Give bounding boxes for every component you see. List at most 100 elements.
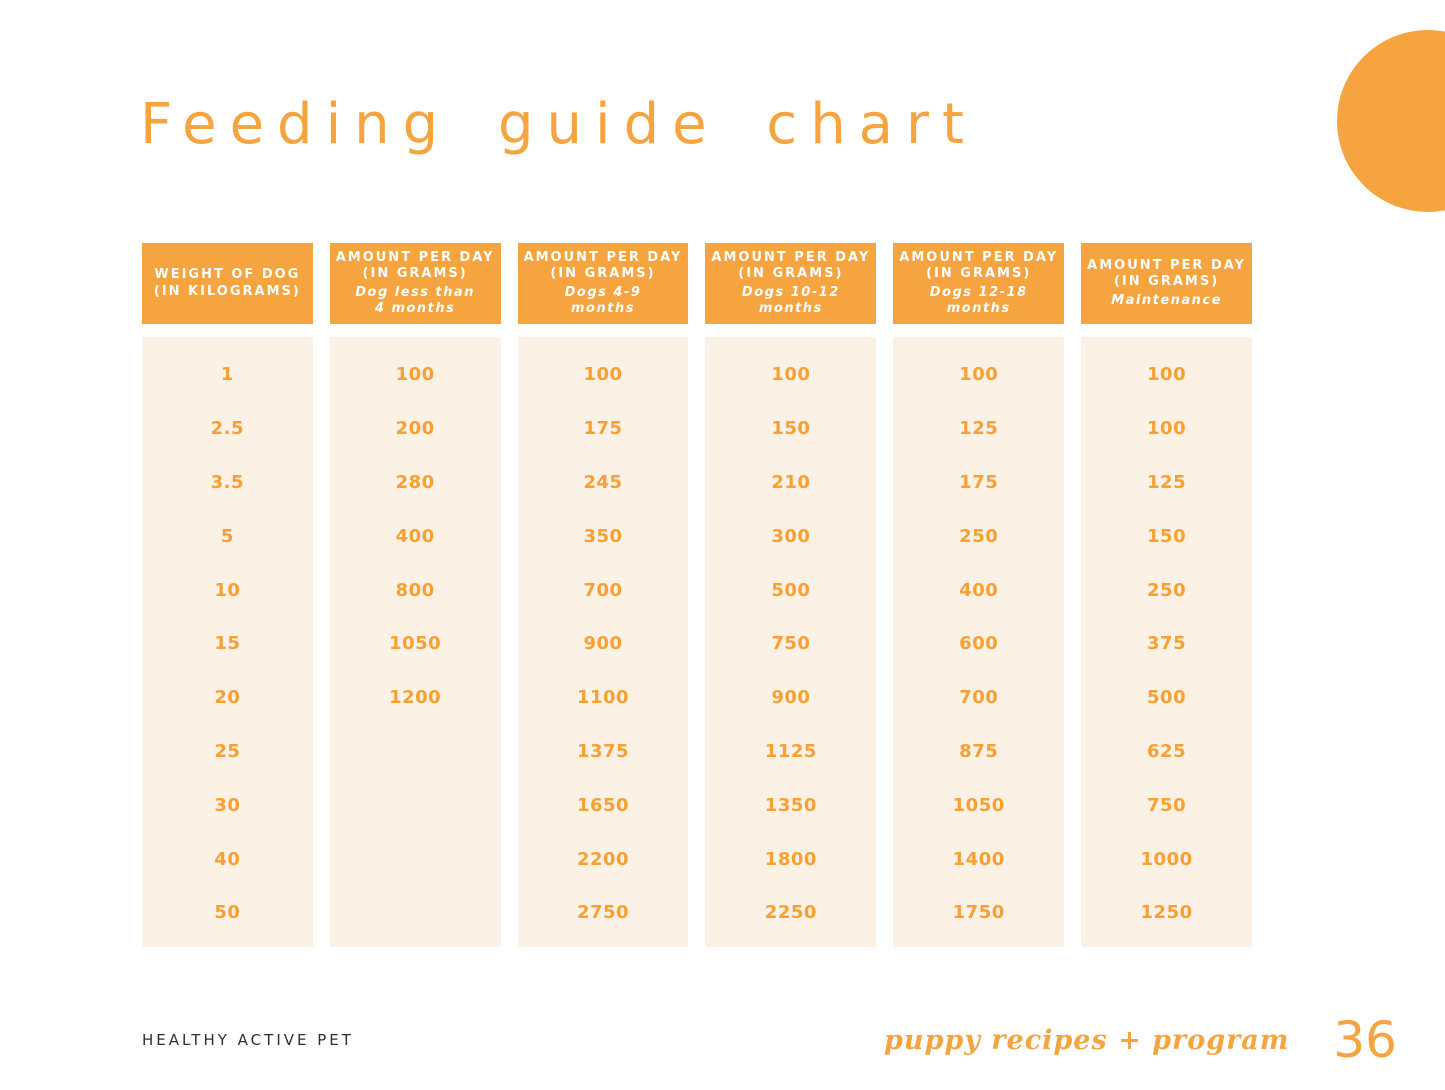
table-cell: 10 xyxy=(214,579,241,601)
table-cell: 600 xyxy=(959,633,999,655)
feeding-guide-table: WEIGHT OF DOG (IN KILOGRAMS) 1 2.5 3.5 5 10 15 2… xyxy=(142,243,1252,947)
table-cell: 350 xyxy=(583,525,623,547)
table-cell: 875 xyxy=(959,740,999,762)
column-header: AMOUNT PER DAY (IN GRAMS) Dog less than 4 … xyxy=(329,243,501,324)
table-column-3: AMOUNT PER DAY (IN GRAMS) Dogs 10-12 month… xyxy=(705,243,877,947)
table-cell: 900 xyxy=(583,633,623,655)
table-cell: 250 xyxy=(959,525,999,547)
column-body: 100 175 245 350 700 900 1100 1375 1650 2200 2750 xyxy=(517,337,689,947)
table-cell: 700 xyxy=(959,687,999,709)
table-cell: 50 xyxy=(214,902,241,924)
table-cell: 100 xyxy=(1147,418,1187,440)
table-cell: 250 xyxy=(1147,579,1187,601)
table-cell: 1350 xyxy=(764,794,817,816)
column-header-line1: AMOUNT PER DAY xyxy=(1087,257,1246,273)
table-cell: 175 xyxy=(959,471,999,493)
column-header-line2: (IN GRAMS) xyxy=(362,265,468,281)
column-header-line2: (IN KILOGRAMS) xyxy=(153,283,301,299)
column-header-line2: (IN GRAMS) xyxy=(738,265,844,281)
column-body: 100 100 125 150 250 375 500 625 750 1000 1250 xyxy=(1081,337,1252,947)
table-cell xyxy=(330,778,501,832)
column-header: AMOUNT PER DAY (IN GRAMS) Maintenance xyxy=(1081,243,1252,324)
column-header-line1: AMOUNT PER DAY xyxy=(711,249,871,265)
table-cell: 175 xyxy=(583,418,623,440)
table-cell: 150 xyxy=(771,418,811,440)
table-cell: 2200 xyxy=(576,848,630,870)
column-header-line2: (IN GRAMS) xyxy=(1113,273,1220,289)
table-cell: 2.5 xyxy=(210,418,245,440)
table-cell: 25 xyxy=(214,740,241,762)
table-cell: 100 xyxy=(771,364,811,386)
table-column-2: AMOUNT PER DAY (IN GRAMS) Dogs 4-9 months 1… xyxy=(517,243,689,947)
brand-name: HEALTHY ACTIVE PET xyxy=(142,1031,354,1049)
table-cell: 1250 xyxy=(1140,902,1193,924)
table-cell: 800 xyxy=(395,579,435,601)
table-cell: 1 xyxy=(220,364,234,386)
table-cell: 1100 xyxy=(576,687,630,709)
table-cell: 40 xyxy=(214,848,241,870)
table-cell: 500 xyxy=(1147,687,1187,709)
table-cell: 2250 xyxy=(764,902,817,924)
table-cell: 1800 xyxy=(764,848,817,870)
table-cell: 245 xyxy=(583,471,623,493)
table-cell: 700 xyxy=(583,579,623,601)
table-cell: 1125 xyxy=(764,740,817,762)
table-cell xyxy=(330,832,501,886)
table-cell: 210 xyxy=(771,471,811,493)
column-body: 1 2.5 3.5 5 10 15 20 25 30 40 50 xyxy=(142,337,313,947)
table-cell: 400 xyxy=(959,579,999,601)
table-cell: 100 xyxy=(959,364,999,386)
table-cell: 100 xyxy=(583,364,623,386)
column-header-line1: AMOUNT PER DAY xyxy=(335,249,495,265)
table-cell xyxy=(330,725,501,779)
program-label: puppy recipes + program xyxy=(883,1024,1290,1056)
column-header-subtitle: Maintenance xyxy=(1111,293,1222,309)
footer-right-group: puppy recipes + program 36 xyxy=(884,1015,1397,1065)
column-body: 100 125 175 250 400 600 700 875 1050 1400 1750 xyxy=(893,337,1065,947)
table-cell: 1050 xyxy=(389,633,442,655)
table-cell: 750 xyxy=(1147,794,1187,816)
table-column-4: AMOUNT PER DAY (IN GRAMS) Dogs 12-18 month… xyxy=(893,243,1065,947)
column-header-line1: AMOUNT PER DAY xyxy=(523,249,683,265)
table-column-5: AMOUNT PER DAY (IN GRAMS) Maintenance 100 10… xyxy=(1081,243,1252,947)
table-cell: 100 xyxy=(1147,364,1187,386)
page-number: 36 xyxy=(1333,1011,1397,1069)
table-cell: 125 xyxy=(1147,471,1187,493)
table-column-0: WEIGHT OF DOG (IN KILOGRAMS) 1 2.5 3.5 5 10 15 2… xyxy=(142,243,313,947)
table-cell: 280 xyxy=(395,471,435,493)
table-cell: 1050 xyxy=(952,794,1005,816)
table-cell: 1750 xyxy=(952,902,1005,924)
table-cell: 750 xyxy=(771,633,811,655)
table-column-1: AMOUNT PER DAY (IN GRAMS) Dog less than 4 … xyxy=(329,243,501,947)
table-cell: 5 xyxy=(220,525,234,547)
page-title: Feeding guide chart xyxy=(140,92,977,157)
table-cell: 1400 xyxy=(952,848,1005,870)
column-header-line1: WEIGHT OF DOG xyxy=(154,267,301,283)
table-cell: 15 xyxy=(214,633,241,655)
table-cell: 400 xyxy=(395,525,435,547)
table-cell: 1375 xyxy=(576,740,630,762)
table-cell: 1000 xyxy=(1140,848,1193,870)
table-cell: 200 xyxy=(395,418,435,440)
decorative-circle xyxy=(1337,30,1445,212)
column-body: 100 150 210 300 500 750 900 1125 1350 1800 2250 xyxy=(705,337,877,947)
table-cell: 20 xyxy=(214,687,241,709)
table-cell: 2750 xyxy=(576,902,630,924)
table-cell: 150 xyxy=(1147,525,1187,547)
table-cell: 375 xyxy=(1147,633,1187,655)
table-cell xyxy=(330,886,501,940)
column-header: AMOUNT PER DAY (IN GRAMS) Dogs 12-18 month… xyxy=(893,243,1065,324)
column-header-line2: (IN GRAMS) xyxy=(550,265,656,281)
table-cell: 1200 xyxy=(389,687,442,709)
table-cell: 3.5 xyxy=(210,471,245,493)
page-footer: HEALTHY ACTIVE PET puppy recipes + progr… xyxy=(142,1008,1397,1072)
column-header: AMOUNT PER DAY (IN GRAMS) Dogs 4-9 months xyxy=(517,243,689,324)
table-cell: 1650 xyxy=(576,794,630,816)
column-header-line2: (IN GRAMS) xyxy=(926,265,1032,281)
table-cell: 125 xyxy=(959,418,999,440)
column-header-line1: AMOUNT PER DAY xyxy=(899,249,1059,265)
table-cell: 500 xyxy=(771,579,811,601)
column-body: 100 200 280 400 800 1050 1200 xyxy=(329,337,501,947)
column-header-subtitle: Dog less than 4 months xyxy=(355,285,476,317)
